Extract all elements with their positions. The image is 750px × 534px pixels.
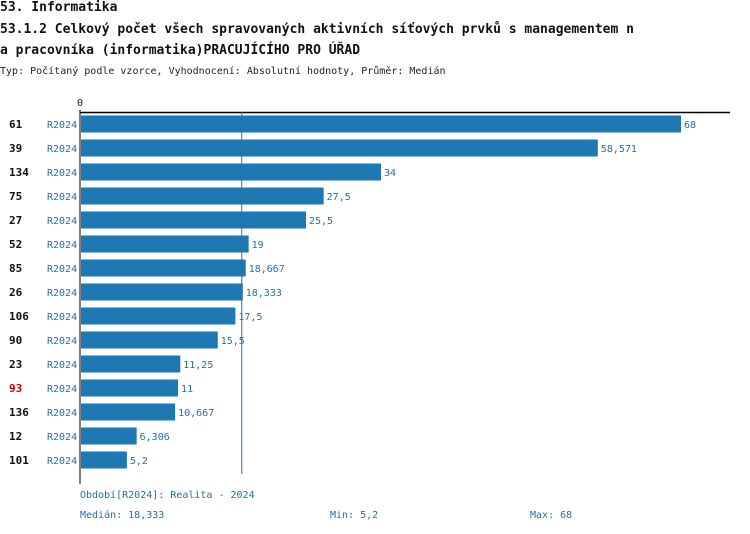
bar-value-label: 25,5 — [309, 216, 333, 227]
row-period-label: R2024 — [47, 144, 77, 155]
row-period-label: R2024 — [47, 456, 77, 467]
row-id-label: 101 — [9, 454, 29, 467]
bar-value-label: 27,5 — [327, 192, 351, 203]
row-period-label: R2024 — [47, 360, 77, 371]
bar-value-label: 18,667 — [249, 264, 285, 275]
bar-value-label: 19 — [252, 240, 264, 251]
row-period-label: R2024 — [47, 240, 77, 251]
row-id-label: 136 — [9, 406, 29, 419]
row-period-label: R2024 — [47, 120, 77, 131]
row-id-label: 12 — [9, 430, 22, 443]
bar — [81, 115, 681, 133]
bar — [81, 283, 243, 301]
row-id-label: 26 — [9, 286, 23, 299]
bar — [81, 187, 324, 205]
row-id-label: 23 — [9, 358, 22, 371]
bar-value-label: 17,5 — [238, 312, 262, 323]
row-period-label: R2024 — [47, 312, 77, 323]
chart-title-line1: 53.1.2 Celkový počet všech spravovaných … — [0, 22, 634, 37]
bar-value-label: 11 — [181, 384, 193, 395]
bar — [81, 355, 181, 373]
row-id-label: 93 — [9, 382, 22, 395]
row-id-label: 85 — [9, 262, 22, 275]
row-period-label: R2024 — [47, 288, 77, 299]
row-period-label: R2024 — [47, 168, 77, 179]
bar-value-label: 5,2 — [130, 456, 148, 467]
bar — [81, 163, 381, 181]
bar — [81, 139, 598, 157]
row-id-label: 52 — [9, 238, 22, 251]
bar — [81, 259, 246, 277]
bar — [81, 211, 306, 229]
row-id-label: 39 — [9, 142, 22, 155]
bar-value-label: 15,5 — [221, 336, 245, 347]
row-period-label: R2024 — [47, 336, 77, 347]
bar-value-label: 11,25 — [183, 360, 213, 371]
row-period-label: R2024 — [47, 264, 77, 275]
bar — [81, 307, 236, 325]
axis-zero-label: 0 — [77, 98, 83, 109]
bar — [81, 451, 127, 469]
row-period-label: R2024 — [47, 432, 77, 443]
row-id-label: 75 — [9, 190, 22, 203]
row-id-label: 134 — [9, 166, 29, 179]
bar — [81, 427, 137, 445]
bar — [81, 403, 176, 421]
footer-period: Období[R2024]: Realita - 2024 — [80, 490, 255, 501]
bar-value-label: 34 — [384, 168, 396, 179]
chart-title-line2: a pracovníka (informatika)PRACUJÍCÍHO PR… — [0, 43, 361, 58]
row-id-label: 106 — [9, 310, 29, 323]
row-id-label: 27 — [9, 214, 22, 227]
bar-value-label: 58,571 — [601, 144, 637, 155]
row-period-label: R2024 — [47, 216, 77, 227]
bar-value-label: 10,667 — [178, 408, 214, 419]
row-id-label: 61 — [9, 118, 23, 131]
row-period-label: R2024 — [47, 408, 77, 419]
bar — [81, 379, 179, 397]
bar-value-label: 68 — [684, 120, 696, 131]
bar — [81, 235, 249, 253]
footer-min: Min: 5,2 — [330, 510, 379, 521]
row-period-label: R2024 — [47, 192, 77, 203]
row-period-label: R2024 — [47, 384, 77, 395]
footer-max: Max: 68 — [530, 510, 573, 521]
bar-value-label: 6,306 — [140, 432, 170, 443]
bar — [81, 331, 218, 349]
section-title: 53. Informatika — [0, 0, 118, 15]
footer-median: Medián: 18,333 — [80, 510, 165, 521]
bar-value-label: 18,333 — [246, 288, 282, 299]
row-id-label: 90 — [9, 334, 22, 347]
chart-subtitle: Typ: Počítaný podle vzorce, Vyhodnocení:… — [0, 66, 446, 77]
